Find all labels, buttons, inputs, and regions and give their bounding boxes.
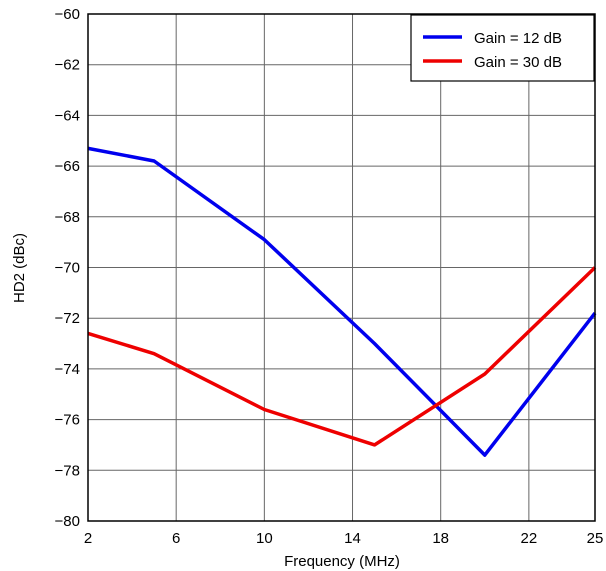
legend-label-gain-12db: Gain = 12 dB — [474, 30, 562, 47]
legend-box — [410, 14, 595, 82]
x-tick-labels: 2 6 10 14 18 22 25 — [84, 530, 604, 547]
x-tick-label: 10 — [256, 530, 273, 547]
legend-label-gain-30db: Gain = 30 dB — [474, 54, 562, 71]
y-tick-label: −76 — [55, 412, 80, 429]
y-tick-label: −72 — [55, 310, 80, 327]
y-tick-label: −64 — [55, 107, 80, 124]
x-tick-label: 22 — [521, 530, 538, 547]
x-tick-label: 14 — [344, 530, 361, 547]
y-tick-label: −80 — [55, 513, 80, 530]
y-tick-label: −70 — [55, 260, 80, 277]
series-line-gain-12-db — [87, 146, 597, 457]
x-tick-label: 25 — [587, 530, 604, 547]
y-tick-label: −62 — [55, 57, 80, 74]
legend: Gain = 12 dB Gain = 30 dB — [410, 14, 595, 82]
y-tick-label: −66 — [55, 158, 80, 175]
y-tick-label: −68 — [55, 209, 80, 226]
y-tick-label: −60 — [55, 6, 80, 23]
y-tick-labels: −80 −78 −76 −74 −72 −70 −68 −66 −64 −62 −60 — [55, 6, 80, 530]
x-tick-label: 2 — [84, 530, 92, 547]
x-axis-title: Frequency (MHz) — [284, 553, 400, 570]
data-series — [87, 146, 597, 457]
series-line-gain-30-db — [87, 266, 597, 447]
grid-lines — [88, 14, 595, 521]
y-tick-label: −78 — [55, 462, 80, 479]
x-tick-label: 6 — [172, 530, 180, 547]
plot-frame — [87, 13, 596, 522]
x-tick-label: 18 — [432, 530, 449, 547]
y-axis-title: HD2 (dBc) — [11, 233, 28, 303]
y-tick-label: −74 — [55, 361, 80, 378]
